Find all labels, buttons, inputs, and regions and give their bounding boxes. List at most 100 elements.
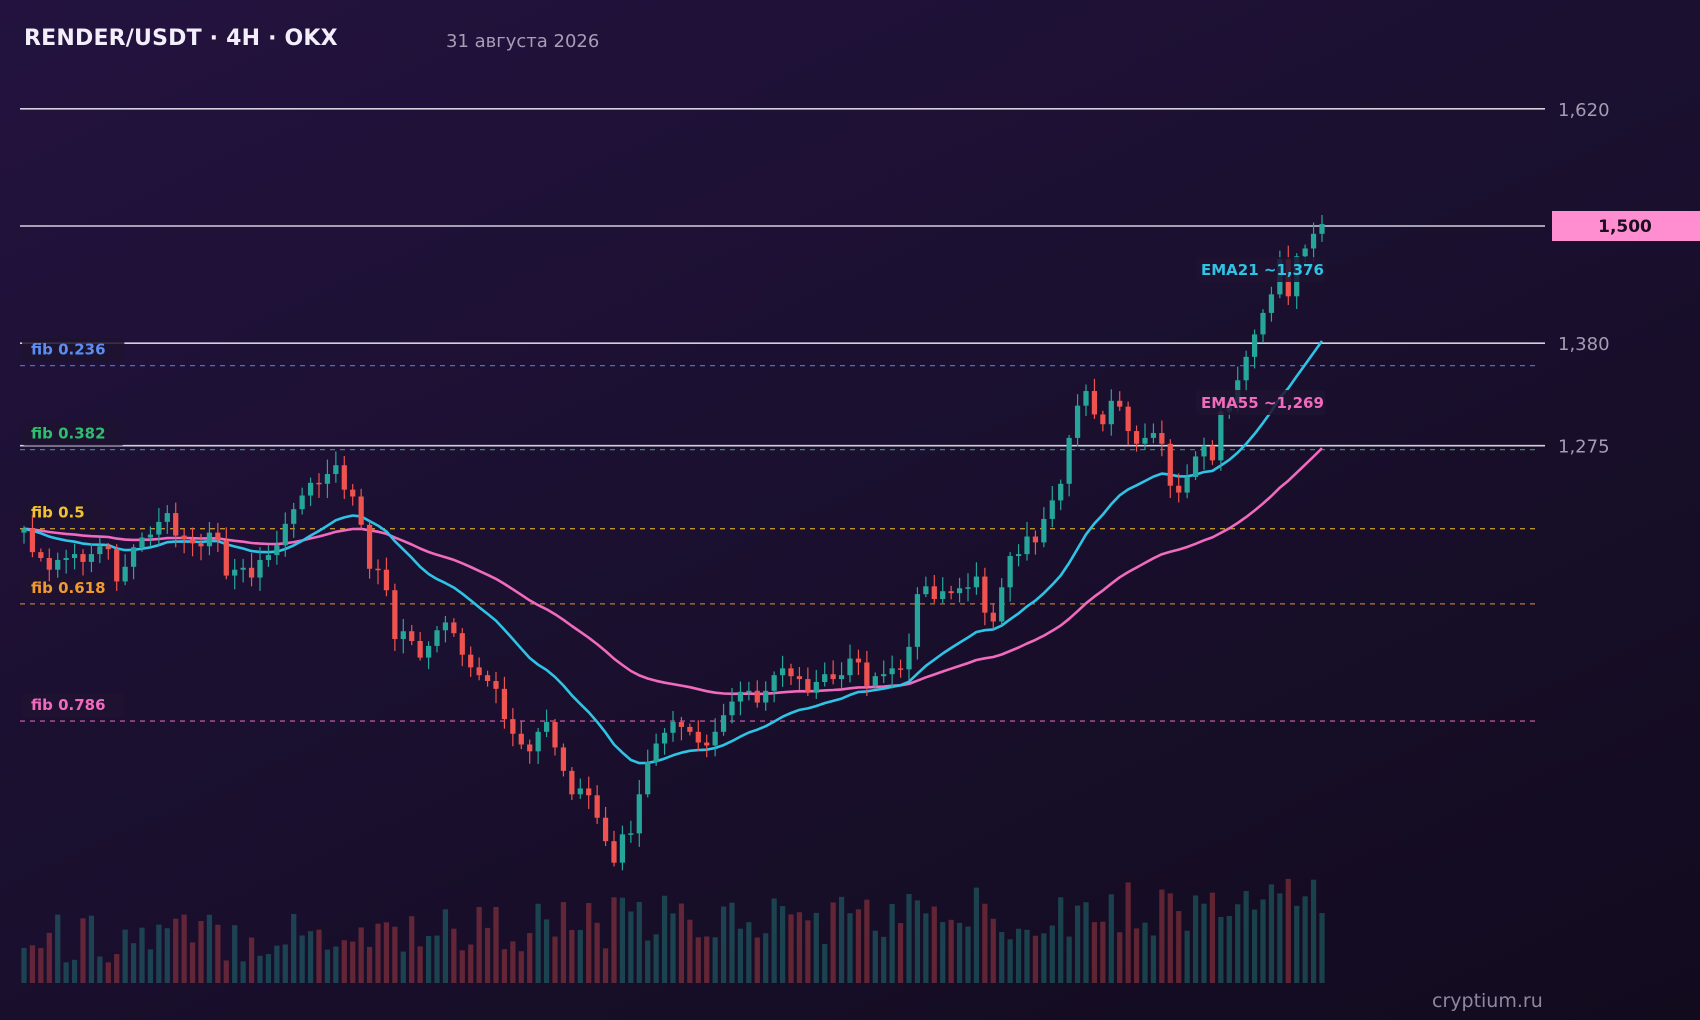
candle-body [484,675,491,682]
volume-bar [206,914,213,983]
volume-bar [796,912,803,983]
volume-bar [1251,909,1258,983]
candle-body [1260,312,1266,335]
volume-bar [948,919,954,983]
candle-body [114,549,120,582]
candle-body [206,532,213,547]
volume-bar [223,960,229,983]
volume-bar [1159,889,1165,983]
volume-bar [198,921,204,983]
ema21-line [23,340,1324,765]
candle-body [333,465,339,475]
candle-body [619,834,626,863]
volume-bar [704,936,710,983]
volume-bar [771,898,777,983]
fib-label: fib 0.618 [31,579,106,597]
volume-bar [763,933,769,983]
volume-bar [1150,935,1157,983]
volume-bar [248,937,255,983]
volume-bar [1083,902,1089,983]
candle-body [409,631,415,641]
candle-body [678,722,685,727]
volume-bar [678,903,685,983]
candle-body [813,682,819,693]
ema55-line [23,447,1323,696]
candle-body [956,588,963,594]
volume-bar [181,914,187,983]
candle-body [71,554,78,558]
volume-bar [189,942,196,983]
volume-bar [552,936,558,983]
volume-bar [164,928,170,983]
candle-body [198,543,204,547]
candle-body [822,674,828,683]
volume-bar [341,940,347,983]
volume-bar [973,887,980,983]
candle-body [543,722,550,732]
candle-body [1083,391,1089,406]
volume-bar [940,922,946,983]
candle-body [687,726,693,732]
candle-body [645,762,651,795]
candle-body [173,513,179,536]
candle-body [973,576,980,588]
candle-body [1150,433,1157,438]
volume-bar [1007,939,1013,983]
candle-body [754,690,760,703]
candle-body [577,788,583,795]
volume-bar [1226,916,1232,983]
candle-body [695,731,701,743]
candle-body [1302,248,1308,257]
candle-body [720,715,727,732]
volume-bar [333,946,339,983]
ema-lines [23,340,1324,765]
candle-body [1007,556,1013,588]
candle-body [737,691,744,702]
volume-bar [299,935,305,983]
volume-bar [358,927,364,983]
volume-bar [1074,905,1081,983]
current-price-label: 1,500 [1598,217,1652,237]
candle-body [948,591,954,594]
candle-body [527,744,533,752]
volume-bar [350,941,356,983]
candle-body [855,658,862,663]
volume-bar [838,896,845,983]
candle-body [29,528,36,553]
volume-bar [240,961,246,983]
candle-body [55,559,61,570]
candle-body [535,731,541,752]
volume-bar [122,929,128,983]
volume-bar [594,922,600,983]
volume-bar [29,945,36,983]
volume-bar [569,929,575,983]
candle-body [1192,456,1199,477]
volume-bar [88,915,95,983]
volume-bar [1032,935,1039,983]
volume-bar [619,897,626,983]
volume-bar [645,940,651,983]
candle-body [1024,536,1030,555]
fib-label-bg [22,693,125,718]
volume-bar [628,911,634,983]
candle-body [628,833,634,835]
price-axis-label: 1,620 [1558,100,1610,121]
volume-bar [1108,894,1114,983]
candle-body [1310,233,1317,249]
candle-body [400,631,406,640]
candle-body [46,558,52,570]
volume-bar [611,897,617,983]
volume-bar [215,924,221,983]
candle-body [1041,518,1047,543]
volume-bar [805,920,811,983]
volume-bar [653,934,659,983]
volume-bar [661,895,668,983]
volume-bar [1218,916,1224,983]
volume-bar [965,926,971,983]
volume-bar [1117,932,1123,983]
volume-bar [409,916,415,983]
candle-body [999,587,1005,622]
candle-body [847,658,853,676]
candle-body [653,743,659,763]
candle-body [1209,445,1216,461]
